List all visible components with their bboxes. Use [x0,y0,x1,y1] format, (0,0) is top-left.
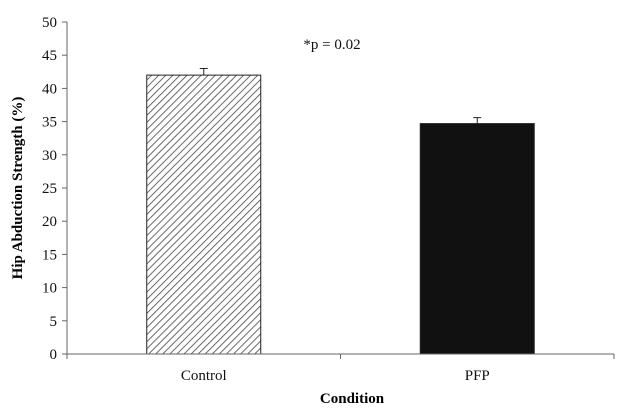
bar-pfp [419,123,535,355]
y-tick-label: 10 [42,281,57,297]
y-tick-label: 50 [42,15,57,31]
x-tick-label-control: Control [181,368,227,384]
y-tick-label: 45 [42,48,57,64]
y-axis-ticks: 0 5 10 15 20 25 30 35 40 45 50 [42,15,67,363]
error-bars [199,67,482,124]
bars [146,74,535,355]
y-axis-title: Hip Abduction Strength (%) [10,97,26,280]
significance-annotation: *p = 0.02 [303,37,360,53]
x-axis-ticks: Control PFP [66,354,615,384]
y-tick-label: 20 [42,214,57,230]
y-tick-label: 0 [50,347,58,363]
x-axis-title: Condition [320,391,385,407]
x-tick-label-pfp: PFP [465,368,490,384]
y-tick-label: 30 [42,148,57,164]
bar-control [146,74,262,355]
y-tick-label: 40 [42,81,57,97]
y-tick-label: 35 [42,115,57,131]
y-tick-label: 5 [50,314,58,330]
y-tick-label: 15 [42,247,57,263]
y-tick-label: 25 [42,181,57,197]
